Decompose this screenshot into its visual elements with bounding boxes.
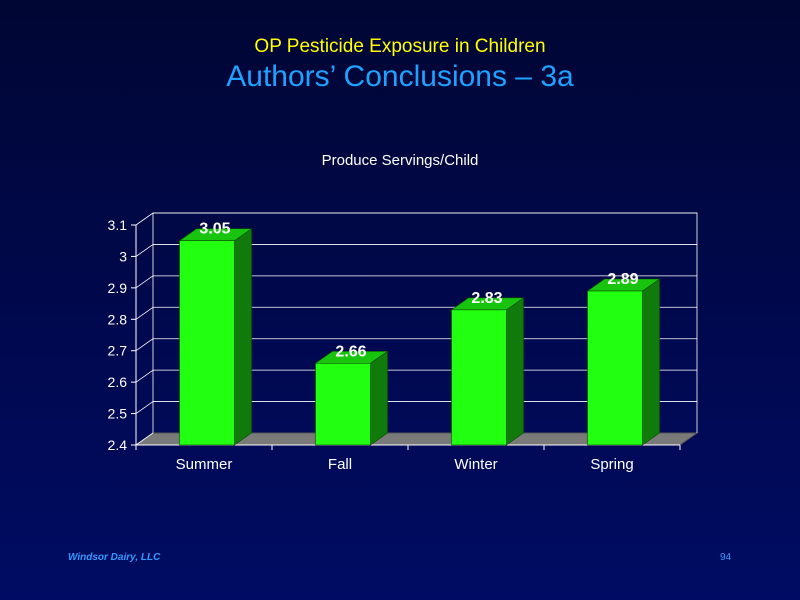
y-tick-label: 2.6 — [108, 374, 128, 390]
data-label: 3.05 — [199, 221, 230, 238]
gridline-side — [135, 369, 154, 383]
y-tick-label: 2.8 — [108, 311, 128, 327]
bar-side — [370, 350, 388, 446]
bar — [179, 240, 235, 446]
y-tick-label: 2.9 — [108, 280, 128, 296]
x-tick-label: Spring — [590, 456, 633, 473]
data-label: 2.83 — [471, 290, 502, 307]
y-tick-label: 2.7 — [108, 343, 128, 359]
chart-bars — [178, 228, 661, 446]
bar — [587, 290, 643, 446]
slide-subtitle: OP Pesticide Exposure in Children — [254, 36, 546, 57]
x-tick-label: Summer — [176, 456, 233, 473]
bar-side — [642, 278, 660, 446]
bar — [315, 362, 371, 446]
gridline-side — [135, 244, 154, 257]
bar — [451, 309, 507, 446]
data-label: 2.66 — [335, 343, 366, 360]
gridline-side — [135, 432, 154, 446]
slide-title: Authors’ Conclusions – 3a — [226, 60, 574, 93]
y-tick-label: 3.1 — [108, 217, 128, 233]
chart-labels: 3.05 Summer 2.66 Fall 2.83 Winter 2.89 Spring — [176, 221, 639, 473]
y-tick-label: 2.4 — [108, 437, 128, 453]
gridline-side — [135, 306, 154, 320]
y-tick-label: 3 — [119, 248, 127, 264]
footer-company: Windsor Dairy, LLC — [68, 552, 161, 563]
y-tick-label: 2.5 — [108, 406, 128, 422]
footer-page-number: 94 — [720, 552, 732, 563]
bar-side — [234, 228, 252, 446]
bar-side — [506, 297, 524, 446]
x-tick-label: Fall — [328, 456, 352, 473]
data-label: 2.89 — [607, 271, 638, 288]
gridline-side — [135, 212, 154, 226]
chart-back-wall — [152, 212, 698, 433]
gridline-side — [135, 275, 154, 289]
gridline-side — [135, 338, 154, 352]
gridline-side — [135, 401, 154, 414]
x-tick-label: Winter — [454, 456, 497, 473]
chart-title: Produce Servings/Child — [322, 152, 479, 169]
